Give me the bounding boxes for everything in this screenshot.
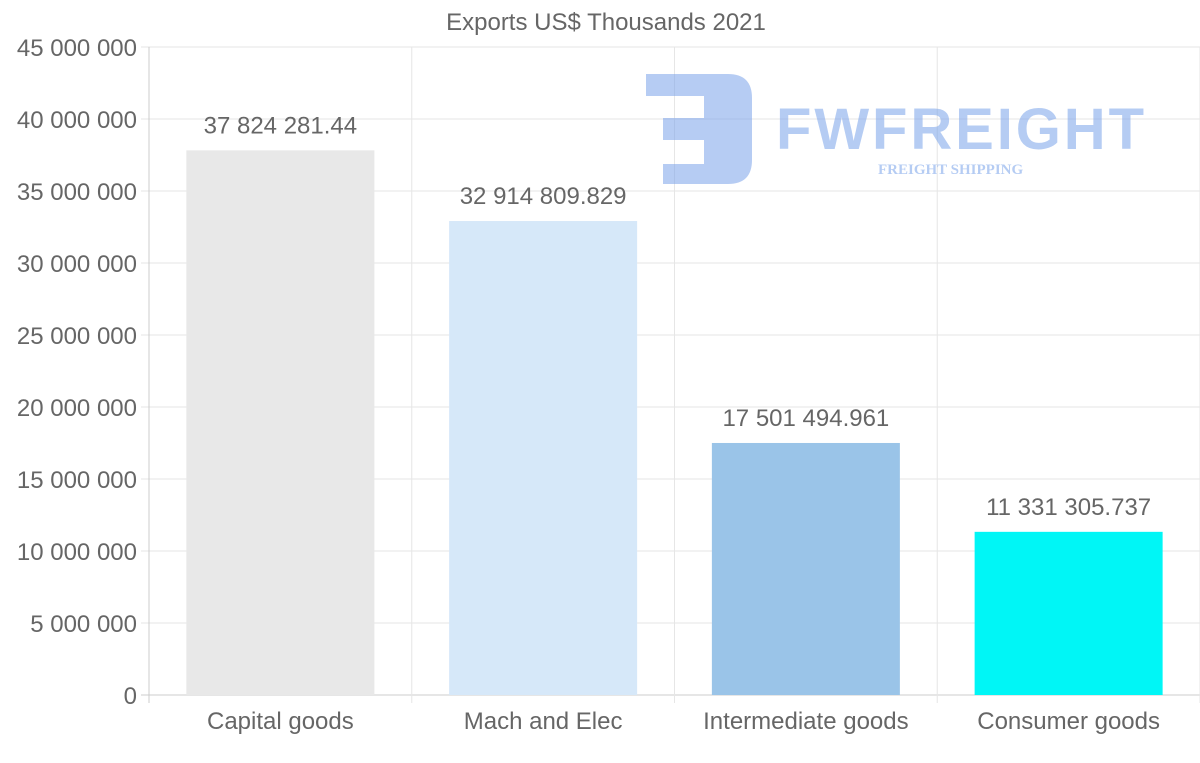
value-label: 37 824 281.44 <box>204 112 357 139</box>
value-label: 11 331 305.737 <box>986 494 1151 521</box>
bar-capital-goods <box>186 150 375 696</box>
y-tick-label: 45 000 000 <box>17 35 137 62</box>
y-tick-label: 20 000 000 <box>17 395 137 422</box>
y-tick-label: 25 000 000 <box>17 323 137 350</box>
y-tick-label: 0 <box>124 683 137 710</box>
logo-tagline: FREIGHT SHIPPING <box>878 162 1023 178</box>
logo-mark-icon <box>646 74 752 184</box>
bars <box>186 150 1163 696</box>
fwfreight-logo: FWFREIGHT FREIGHT SHIPPING <box>646 74 1146 184</box>
chart-title: Exports US$ Thousands 2021 <box>446 9 766 36</box>
value-label: 32 914 809.829 <box>460 183 627 210</box>
bar-consumer-goods <box>974 531 1163 695</box>
logo-brand: FWFREIGHT <box>776 97 1146 162</box>
y-tick-label: 30 000 000 <box>17 251 137 278</box>
value-label: 17 501 494.961 <box>722 405 889 432</box>
y-tick-label: 10 000 000 <box>17 539 137 566</box>
x-tick-label: Intermediate goods <box>703 708 908 735</box>
bar-mach-and-elec <box>449 221 638 695</box>
y-tick-label: 5 000 000 <box>30 611 137 638</box>
x-tick-label: Consumer goods <box>977 708 1160 735</box>
value-labels: 37 824 281.44 32 914 809.829 17 501 494.96… <box>204 112 1152 520</box>
y-tick-label: 15 000 000 <box>17 467 137 494</box>
y-tick-label: 40 000 000 <box>17 107 137 134</box>
x-tick-label: Mach and Elec <box>464 708 623 735</box>
y-tick-label: 35 000 000 <box>17 179 137 206</box>
bar-intermediate-goods <box>711 442 900 695</box>
x-tick-label: Capital goods <box>207 708 354 735</box>
